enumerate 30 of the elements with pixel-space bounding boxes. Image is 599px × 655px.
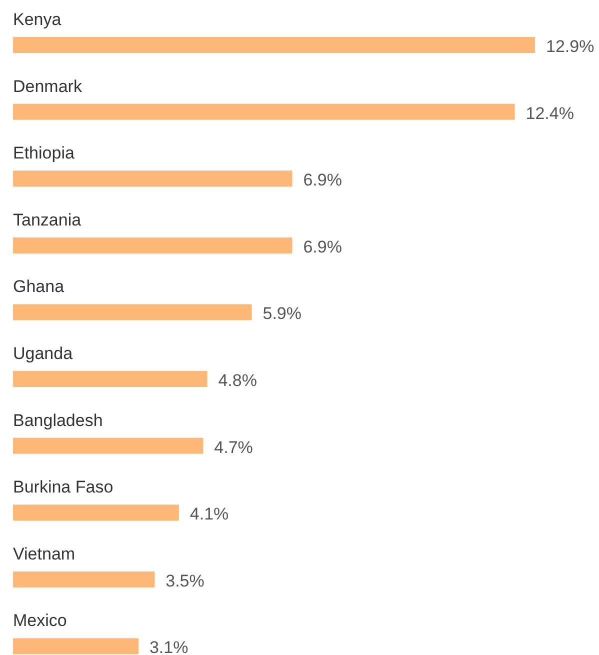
bar: [13, 438, 204, 454]
data-label: 3.5%: [166, 571, 204, 590]
y-tick-label: Kenya: [13, 10, 62, 29]
y-tick-label: Vietnam: [13, 544, 76, 564]
data-label: 4.8%: [218, 371, 257, 390]
y-tick-label: Uganda: [13, 344, 74, 363]
y-tick-label: Mexico: [13, 611, 67, 630]
bar: [13, 571, 155, 588]
data-label: 5.9%: [262, 304, 302, 324]
data-label: 12.9%: [546, 37, 594, 56]
data-label: 6.9%: [303, 170, 342, 190]
data-label: 6.9%: [303, 237, 342, 256]
bar: [13, 304, 252, 320]
data-label: 4.7%: [214, 438, 253, 457]
y-tick-label: Denmark: [13, 76, 82, 96]
y-tick-label: Bangladesh: [13, 410, 103, 430]
bar: [13, 37, 535, 53]
data-label: 4.1%: [190, 504, 229, 524]
y-tick-label: Ghana: [13, 277, 65, 296]
bar: [13, 504, 179, 521]
data-label: 3.1%: [149, 638, 188, 655]
bar: [13, 170, 292, 187]
y-tick-label: Burkina Faso: [13, 478, 114, 497]
y-tick-label: Ethiopia: [13, 144, 75, 163]
bar: [13, 237, 292, 254]
y-tick-label: Tanzania: [13, 210, 82, 230]
data-label: 12.4%: [526, 104, 574, 123]
bar: [13, 371, 208, 387]
bar: [13, 638, 138, 654]
bar: [13, 104, 515, 120]
